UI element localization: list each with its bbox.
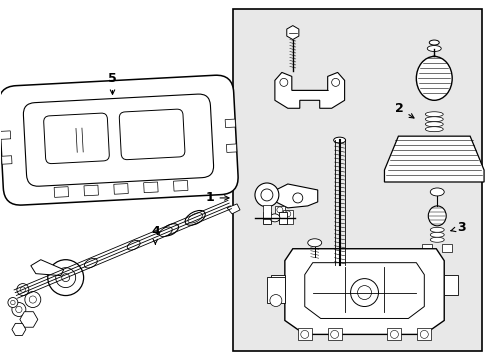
- Bar: [224, 119, 235, 127]
- FancyBboxPatch shape: [0, 75, 238, 205]
- Circle shape: [300, 330, 308, 338]
- Circle shape: [292, 193, 302, 203]
- Ellipse shape: [427, 45, 440, 51]
- Bar: [266, 276, 285, 302]
- Ellipse shape: [159, 227, 172, 237]
- Bar: [327, 328, 341, 340]
- Circle shape: [56, 268, 76, 288]
- Polygon shape: [274, 72, 344, 108]
- Ellipse shape: [269, 214, 279, 222]
- Circle shape: [17, 284, 29, 296]
- Bar: [297, 328, 311, 340]
- Text: 1: 1: [205, 192, 228, 204]
- Bar: [422, 244, 431, 252]
- Ellipse shape: [162, 224, 178, 236]
- Bar: [0, 131, 11, 139]
- Bar: [278, 212, 286, 224]
- Ellipse shape: [429, 237, 443, 242]
- Circle shape: [20, 287, 25, 292]
- Polygon shape: [285, 249, 443, 334]
- Text: 3: 3: [450, 221, 465, 234]
- Circle shape: [16, 306, 22, 312]
- Ellipse shape: [52, 272, 65, 282]
- Ellipse shape: [425, 127, 442, 132]
- Bar: [84, 185, 98, 196]
- Circle shape: [350, 279, 378, 306]
- Circle shape: [330, 330, 338, 338]
- Ellipse shape: [187, 213, 202, 223]
- Bar: [274, 206, 285, 220]
- Bar: [54, 187, 68, 197]
- Ellipse shape: [333, 137, 345, 143]
- Ellipse shape: [127, 240, 140, 250]
- Polygon shape: [20, 312, 38, 327]
- Circle shape: [285, 211, 290, 217]
- Polygon shape: [12, 323, 26, 336]
- Circle shape: [276, 207, 282, 213]
- Ellipse shape: [425, 117, 442, 122]
- Bar: [386, 328, 401, 340]
- FancyBboxPatch shape: [119, 109, 184, 159]
- Polygon shape: [384, 136, 483, 182]
- Polygon shape: [275, 184, 317, 208]
- Polygon shape: [31, 260, 63, 276]
- Bar: [282, 210, 292, 224]
- Bar: [416, 328, 430, 340]
- Circle shape: [254, 183, 278, 207]
- FancyBboxPatch shape: [23, 94, 213, 186]
- Text: 5: 5: [108, 72, 117, 94]
- Bar: [263, 212, 270, 224]
- Ellipse shape: [307, 239, 321, 247]
- Circle shape: [12, 302, 26, 316]
- Ellipse shape: [332, 261, 346, 268]
- Bar: [441, 244, 451, 252]
- Bar: [173, 180, 187, 191]
- Text: 4: 4: [151, 225, 160, 244]
- Bar: [226, 144, 236, 152]
- Bar: [114, 184, 128, 194]
- Circle shape: [357, 285, 371, 300]
- Polygon shape: [286, 26, 298, 40]
- Circle shape: [261, 189, 272, 201]
- Circle shape: [279, 78, 287, 86]
- FancyBboxPatch shape: [43, 113, 109, 163]
- Ellipse shape: [427, 206, 446, 226]
- Circle shape: [61, 274, 69, 282]
- Polygon shape: [226, 204, 240, 214]
- Circle shape: [11, 300, 15, 305]
- Circle shape: [269, 294, 281, 306]
- Ellipse shape: [84, 258, 97, 268]
- Ellipse shape: [425, 122, 442, 127]
- Circle shape: [48, 260, 83, 296]
- Text: 2: 2: [394, 102, 413, 118]
- Ellipse shape: [425, 112, 442, 117]
- Circle shape: [8, 298, 18, 307]
- Circle shape: [389, 330, 398, 338]
- Bar: [143, 182, 158, 193]
- Ellipse shape: [429, 56, 437, 61]
- Ellipse shape: [415, 57, 451, 100]
- Ellipse shape: [429, 232, 443, 237]
- Ellipse shape: [185, 211, 205, 225]
- Polygon shape: [304, 263, 424, 319]
- Ellipse shape: [429, 188, 443, 196]
- Bar: [263, 205, 270, 219]
- Ellipse shape: [429, 227, 443, 232]
- Circle shape: [29, 296, 36, 303]
- Circle shape: [420, 330, 427, 338]
- Ellipse shape: [428, 40, 438, 45]
- Circle shape: [331, 78, 339, 86]
- Bar: [233, 9, 481, 351]
- Polygon shape: [443, 275, 457, 294]
- Polygon shape: [270, 275, 285, 294]
- Bar: [1, 156, 12, 164]
- Circle shape: [25, 292, 41, 307]
